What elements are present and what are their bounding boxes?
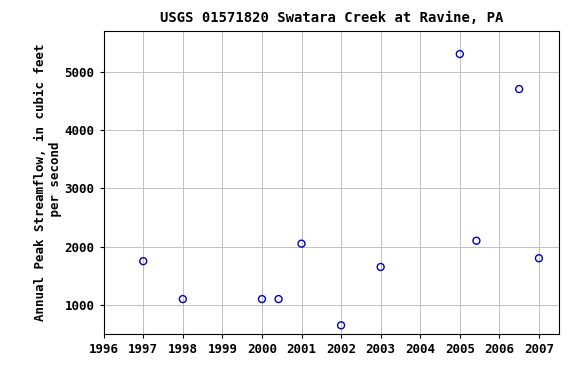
Y-axis label: Annual Peak Streamflow, in cubic feet
 per second: Annual Peak Streamflow, in cubic feet pe… (34, 44, 62, 321)
Point (472, 238, 481, 244)
Point (139, 258, 148, 264)
Point (376, 264, 385, 270)
Title: USGS 01571820 Swatara Creek at Ravine, PA: USGS 01571820 Swatara Creek at Ravine, P… (160, 12, 503, 25)
Point (257, 296, 267, 302)
Point (535, 255, 544, 262)
Point (274, 296, 283, 302)
Point (297, 241, 306, 247)
Point (178, 296, 187, 302)
Point (336, 322, 346, 328)
Point (455, 51, 464, 57)
Point (514, 86, 524, 92)
